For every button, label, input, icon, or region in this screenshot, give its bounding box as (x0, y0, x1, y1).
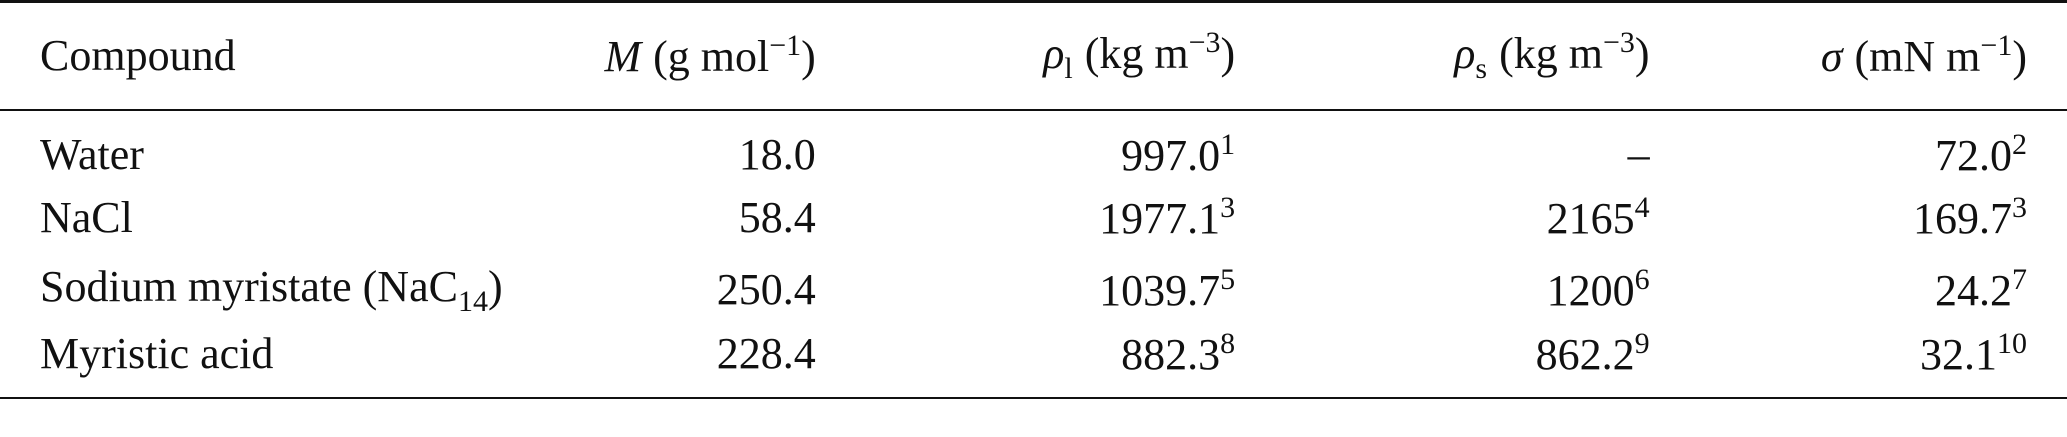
header-row: Compound M (g mol−1) ρl (kg m−3) ρs (kg m−3) σ(… (0, 1, 2067, 110)
cell-text: 32.1 (1920, 329, 1997, 379)
cell-sup: 6 (1634, 263, 1650, 296)
cell-text: ) (2012, 32, 2027, 82)
cell-sup: 5 (1220, 263, 1236, 296)
cell-text: 1039.7 (1099, 266, 1221, 315)
cell-text: 882.3 (1121, 329, 1221, 379)
table-cell: 32.110 (1654, 326, 2067, 398)
cell-sup: −3 (1188, 25, 1221, 59)
header-cell: Compound (0, 2, 413, 110)
table-cell: 24.27 (1654, 254, 2067, 326)
table-row: Water 18.0 997.01–72.02 (0, 110, 2067, 182)
cell-text: Myristic acid (40, 328, 274, 378)
cell-text: 1200 (1546, 266, 1635, 315)
table-row: Myristic acid 228.4 882.38 862.29 32.110 (0, 326, 2067, 398)
table-cell: 882.38 (827, 326, 1240, 398)
table-cell: 862.29 (1240, 326, 1653, 398)
cell-text: Sodium myristate (NaC (40, 261, 458, 311)
cell-text: 18.0 (738, 130, 816, 179)
cell-text: 862.2 (1535, 329, 1635, 379)
cell-italic: σ (1820, 32, 1843, 82)
table-cell: Water (0, 110, 413, 182)
table-row: Sodium myristate (NaC14) 250.4 1039.75 1200… (0, 254, 2067, 326)
cell-text: ) (1220, 28, 1236, 78)
cell-text: 997.0 (1121, 131, 1221, 180)
cell-unit: (g mol (653, 32, 770, 82)
cell-text: – (1627, 130, 1650, 179)
table-cell: 228.4 (413, 326, 826, 398)
cell-text: 58.4 (738, 193, 816, 242)
table-cell: 1977.13 (827, 182, 1240, 254)
table-cell: 12006 (1240, 254, 1653, 326)
cell-sup: −3 (1602, 25, 1635, 59)
table-row: NaCl 58.4 1977.13 21654 169.73 (0, 182, 2067, 254)
cell-sub: l (1064, 51, 1073, 85)
cell-sup: 8 (1220, 326, 1236, 360)
cell-text: ) (1634, 28, 1650, 78)
cell-text: ) (487, 261, 503, 311)
table-cell: Sodium myristate (NaC14) (0, 254, 503, 326)
cell-unit: (kg m (1084, 28, 1189, 78)
cell-sup: 3 (1220, 191, 1236, 224)
cell-text: NaCl (40, 193, 133, 242)
table-cell: 169.73 (1654, 182, 2067, 254)
cell-text: 1977.1 (1099, 194, 1221, 243)
data-table: Compound M (g mol−1) ρl (kg m−3) ρs (kg m−3) σ(… (0, 1, 2067, 398)
table-cell: 250.4 (413, 254, 826, 326)
header-cell: ρl (kg m−3) (827, 2, 1240, 110)
table-cell: 997.01 (827, 110, 1240, 182)
cell-text: 24.2 (1935, 266, 2012, 315)
table-cell: Myristic acid (0, 326, 413, 398)
table-cell: – (1240, 110, 1653, 182)
cell-text: 72.0 (1935, 131, 2012, 180)
cell-sup: 2 (2012, 128, 2027, 161)
cell-sub: s (1475, 51, 1488, 85)
cell-sup: 4 (1634, 191, 1650, 224)
cell-italic: M (604, 32, 642, 82)
cell-sup: 1 (1220, 128, 1236, 161)
cell-text: Compound (40, 31, 236, 81)
cell-text: ) (801, 32, 816, 82)
header-cell: σ (mN m−1) (1654, 2, 2067, 110)
table-cell: 18.0 (413, 110, 826, 182)
cell-sup: 9 (1634, 326, 1650, 360)
cell-sup: −1 (1980, 29, 2013, 63)
table-cell: 21654 (1240, 182, 1653, 254)
cell-sup: 3 (2012, 191, 2027, 224)
cell-sup: 7 (2012, 263, 2027, 296)
table-cell: 1039.75 (827, 254, 1240, 326)
table-body: Water 18.0 997.01–72.02 NaCl 58.4 1977.13 2165… (0, 110, 2067, 398)
cell-sup: −1 (769, 29, 802, 63)
cell-text: Water (40, 130, 144, 179)
table-cell: 72.02 (1654, 110, 2067, 182)
cell-text: 2165 (1546, 194, 1635, 243)
cell-sup: 10 (1997, 326, 2027, 360)
header-cell: ρs (kg m−3) (1240, 2, 1653, 110)
table-cell: NaCl (0, 182, 413, 254)
header-cell: M (g mol−1) (413, 2, 826, 110)
table-header: Compound M (g mol−1) ρl (kg m−3) ρs (kg m−3) σ(… (0, 1, 2067, 110)
table-cell: 58.4 (413, 182, 826, 254)
cell-text: 250.4 (716, 265, 816, 314)
cell-text: 169.7 (1913, 194, 2012, 243)
cell-sub: 14 (457, 284, 488, 318)
cell-text: 228.4 (716, 328, 816, 378)
cell-italic: ρ (1454, 28, 1476, 78)
cell-unit: (mN m (1854, 32, 1981, 82)
cell-italic: ρ (1043, 28, 1065, 78)
cell-unit: (kg m (1499, 28, 1603, 78)
